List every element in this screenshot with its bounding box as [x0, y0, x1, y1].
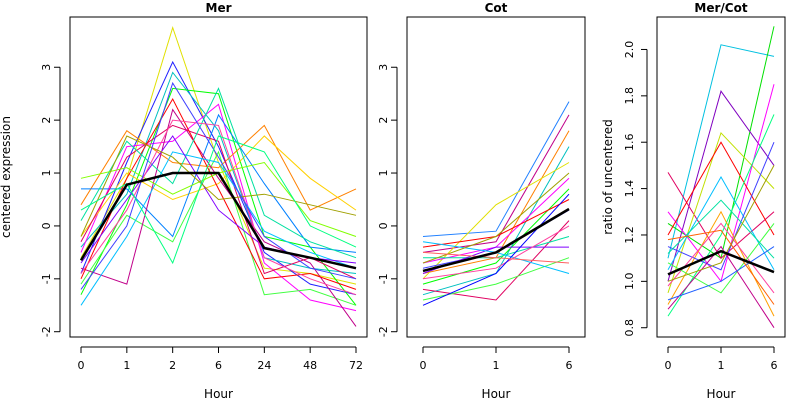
profile-line-15 — [422, 225, 570, 280]
profile-line-6 — [80, 124, 357, 211]
y-tick-label: 3 — [377, 64, 390, 71]
panel-title: Cot — [485, 1, 508, 15]
profile-line-7 — [422, 188, 570, 285]
y-tick-label: 1 — [40, 170, 53, 177]
profile-line-17 — [667, 246, 775, 301]
y-tick-label: 0.8 — [623, 319, 636, 337]
profile-line-1 — [667, 44, 775, 259]
panel-title: Mer — [206, 1, 232, 15]
profile-lines — [422, 101, 570, 306]
profile-line-8 — [80, 150, 357, 306]
profile-line-1 — [422, 101, 570, 237]
profile-line-18 — [667, 229, 775, 305]
profile-line-12 — [667, 222, 775, 294]
y-tick-label: 0 — [377, 222, 390, 229]
y-tick-label: -2 — [40, 326, 53, 337]
profile-line-4 — [80, 87, 357, 306]
y-tick-label: 2 — [40, 117, 53, 124]
x-tick-label: 1 — [718, 359, 725, 372]
profile-line-10 — [80, 108, 357, 327]
mean-line — [667, 249, 775, 276]
y-axis-label: centered expression — [0, 116, 13, 238]
profile-lines — [667, 26, 775, 328]
y-tick-label: -1 — [377, 273, 390, 284]
profile-line-17 — [80, 119, 357, 296]
profile-line-18 — [422, 251, 570, 264]
x-tick-label: 0 — [78, 359, 85, 372]
profile-line-17 — [422, 193, 570, 306]
profile-line-16 — [667, 165, 775, 282]
profile-line-5 — [80, 103, 357, 312]
y-tick-label: -1 — [40, 273, 53, 284]
panel-3: Mer/Cot 0 1 6 Hour 0.8 1.0 1.2 1.4 1.6 1.8 2.0 ratio… — [601, 1, 786, 400]
x-tick-label: 0 — [420, 359, 427, 372]
profile-line-14 — [667, 245, 775, 328]
profile-line-18 — [80, 135, 357, 237]
y-tick-label: -2 — [377, 326, 390, 337]
y-tick-label: 1.8 — [623, 87, 636, 105]
x-tick-label: 72 — [349, 359, 363, 372]
y-axis-label: ratio of uncentered — [601, 119, 615, 234]
y-tick-label: 2 — [377, 117, 390, 124]
x-axis-label: Hour — [204, 387, 233, 400]
y-tick-label: 1.6 — [623, 133, 636, 151]
mean-line — [422, 207, 570, 273]
y-tick-label: 1.4 — [623, 180, 636, 198]
y-tick-label: 1 — [377, 170, 390, 177]
x-tick-label: 1 — [123, 359, 130, 372]
profile-line-15 — [667, 199, 775, 259]
profile-line-11 — [667, 142, 775, 271]
y-tick-label: 1.2 — [623, 226, 636, 244]
profile-lines — [80, 25, 357, 327]
profile-line-13 — [422, 257, 570, 301]
mean-line — [79, 171, 357, 270]
profile-line-12 — [80, 97, 357, 290]
panel-2: Cot 0 1 6 Hour -2 -1 0 1 2 3 — [377, 1, 586, 400]
profile-line-19 — [80, 81, 357, 290]
panel-title: Mer/Cot — [694, 1, 747, 15]
x-tick-label: 1 — [493, 359, 500, 372]
profile-line-13 — [667, 223, 775, 294]
x-tick-label: 2 — [169, 359, 176, 372]
profile-line-2 — [80, 60, 357, 296]
plot-frame — [656, 16, 786, 338]
profile-line-3 — [667, 90, 775, 282]
x-axis-label: Hour — [482, 387, 511, 400]
y-tick-label: 2.0 — [623, 41, 636, 59]
profile-line-1 — [80, 25, 357, 285]
x-axis-label: Hour — [707, 387, 736, 400]
profile-line-4 — [667, 172, 775, 259]
x-tick-label: 6 — [566, 359, 573, 372]
profile-line-2 — [422, 114, 570, 253]
x-tick-label: 0 — [665, 359, 672, 372]
profile-line-9 — [81, 113, 357, 253]
x-tick-label: 6 — [771, 359, 778, 372]
profile-line-10 — [667, 210, 775, 317]
y-tick-label: 1.0 — [623, 273, 636, 291]
x-tick-label: 24 — [257, 359, 271, 372]
profile-line-7 — [667, 141, 775, 236]
y-tick-label: 0 — [40, 222, 53, 229]
panel-1: Mer 0 1 2 6 24 48 72 Hour -2 -1 0 1 2 3 centered expres… — [0, 1, 368, 400]
x-tick-label: 48 — [303, 359, 317, 372]
x-tick-label: 6 — [215, 359, 222, 372]
profile-line-13 — [80, 87, 357, 259]
profile-line-7 — [80, 135, 357, 237]
y-tick-label: 3 — [40, 64, 53, 71]
plot-frame — [69, 16, 368, 338]
plot-frame — [406, 16, 586, 338]
profile-line-14 — [80, 151, 357, 306]
